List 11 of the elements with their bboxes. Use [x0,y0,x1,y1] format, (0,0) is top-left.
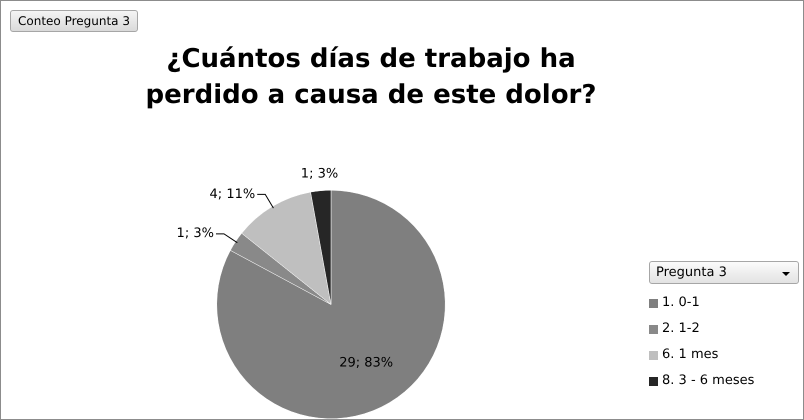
legend-label: 2. 1-2 [662,320,700,338]
data-label: 1; 3% [176,226,214,242]
chart-title: ¿Cuántos días de trabajo ha perdido a causa de este dolor? [144,43,598,112]
data-label: 1; 3% [300,166,338,182]
legend-label: 6. 1 mes [662,346,718,364]
legend-label: 8. 3 - 6 meses [662,372,754,390]
data-label: 4; 11% [210,186,256,202]
text: Conteo Pregunta 3 [10,10,138,32]
data-label: 29; 83% [339,356,394,371]
legend-label: 1. 0-1 [662,294,700,312]
legend-title: Pregunta 3 [649,261,799,284]
